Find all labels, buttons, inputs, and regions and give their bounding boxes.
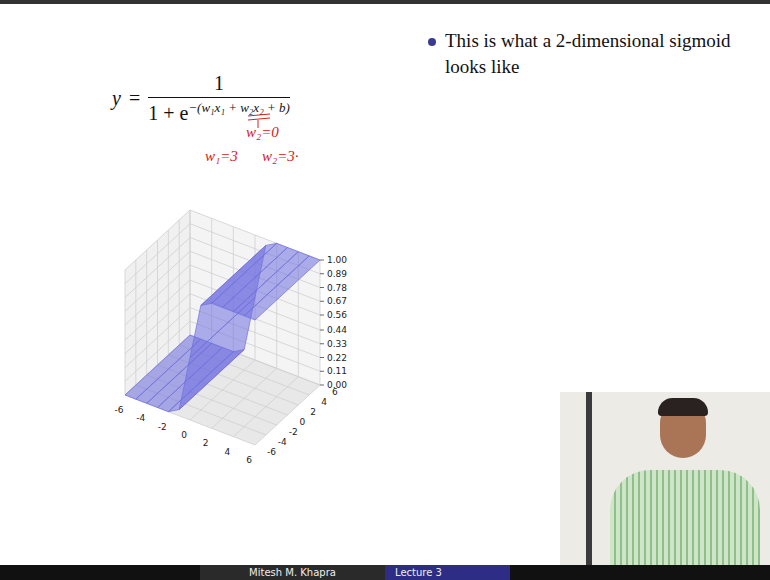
svg-text:0.78: 0.78 — [327, 283, 347, 293]
svg-text:0.22: 0.22 — [327, 353, 347, 363]
html-text:y =: y = — [112, 86, 141, 109]
svg-text:0.67: 0.67 — [327, 296, 347, 306]
svg-text:-6: -6 — [115, 405, 124, 415]
svg-text:-6: -6 — [267, 447, 276, 457]
svg-text:0.00: 0.00 — [327, 380, 347, 390]
svg-text:-2: -2 — [158, 422, 167, 432]
svg-text:-2: -2 — [289, 427, 298, 437]
html-text:Mitesh M. Khapra: Mitesh M. Khapra — [249, 567, 336, 578]
svg-text:0.44: 0.44 — [327, 325, 347, 335]
svg-text:-4: -4 — [278, 437, 287, 447]
svg-text:-4: -4 — [136, 413, 145, 423]
svg-text:4: 4 — [224, 447, 230, 457]
svg-text:0.56: 0.56 — [327, 310, 347, 320]
html-text:w₁=3: w₁=3 — [205, 148, 238, 164]
svg-text:6: 6 — [246, 455, 252, 465]
html-text:1: 1 — [214, 72, 224, 94]
svg-text:0.33: 0.33 — [327, 339, 347, 349]
svg-text:2: 2 — [310, 407, 316, 417]
html-text:This is what a 2-dimensional s: This is what a 2-dimensional sigmoid loo… — [445, 30, 731, 77]
svg-text:0.89: 0.89 — [327, 269, 347, 279]
svg-text:0.11: 0.11 — [327, 366, 347, 376]
svg-text:1.00: 1.00 — [327, 255, 347, 265]
svg-text:0: 0 — [181, 430, 187, 440]
svg-text:6: 6 — [332, 387, 338, 397]
html-text:1 + e−(w₁x₁ + w₂x₂ + b): 1 + e−(w₁x₁ + w₂x₂ + b) — [148, 100, 290, 124]
html-text:w₂=3·: w₂=3· — [262, 148, 299, 164]
svg-text:0: 0 — [300, 417, 306, 427]
svg-text:2: 2 — [203, 438, 209, 448]
html-text:Lecture 3: Lecture 3 — [395, 567, 442, 578]
html-text:w₂=0: w₂=0 — [246, 124, 279, 140]
svg-text:4: 4 — [321, 397, 327, 407]
